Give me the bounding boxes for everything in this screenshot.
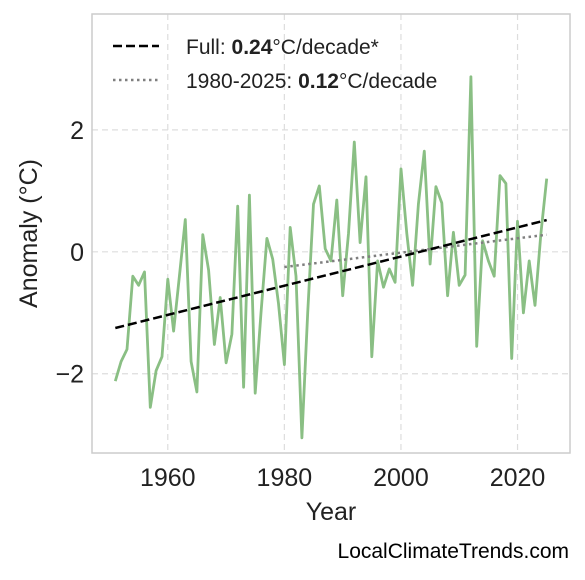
- trend-line-recent: [284, 233, 547, 269]
- y-tick-label: 0: [70, 239, 84, 267]
- x-tick-label: 2020: [490, 464, 546, 492]
- anomaly-series-line: [113, 75, 549, 440]
- grid-lines: [92, 14, 570, 453]
- y-axis-label: Anomaly (°C): [15, 159, 43, 308]
- trend-line-full: [115, 218, 547, 330]
- series-layer: [113, 75, 549, 440]
- x-tick-label: 2000: [373, 464, 429, 492]
- tick-labels: 1960 1980 2000 2020 −2 0 2: [55, 117, 545, 492]
- site-credit: LocalClimateTrends.com: [337, 540, 569, 563]
- legend: Full: 0.24°C/decade* 1980-2025: 0.12°C/d…: [113, 36, 437, 93]
- x-axis-label: Year: [306, 498, 357, 526]
- x-tick-label: 1980: [257, 464, 313, 492]
- legend-label-full: Full: 0.24°C/decade*: [186, 36, 379, 59]
- legend-label-recent: 1980-2025: 0.12°C/decade: [186, 70, 437, 93]
- y-tick-label: 2: [70, 117, 84, 145]
- x-tick-label: 1960: [140, 464, 196, 492]
- plot-frame: [91, 13, 571, 454]
- trend-lines: [115, 218, 547, 330]
- y-tick-label: −2: [55, 361, 84, 389]
